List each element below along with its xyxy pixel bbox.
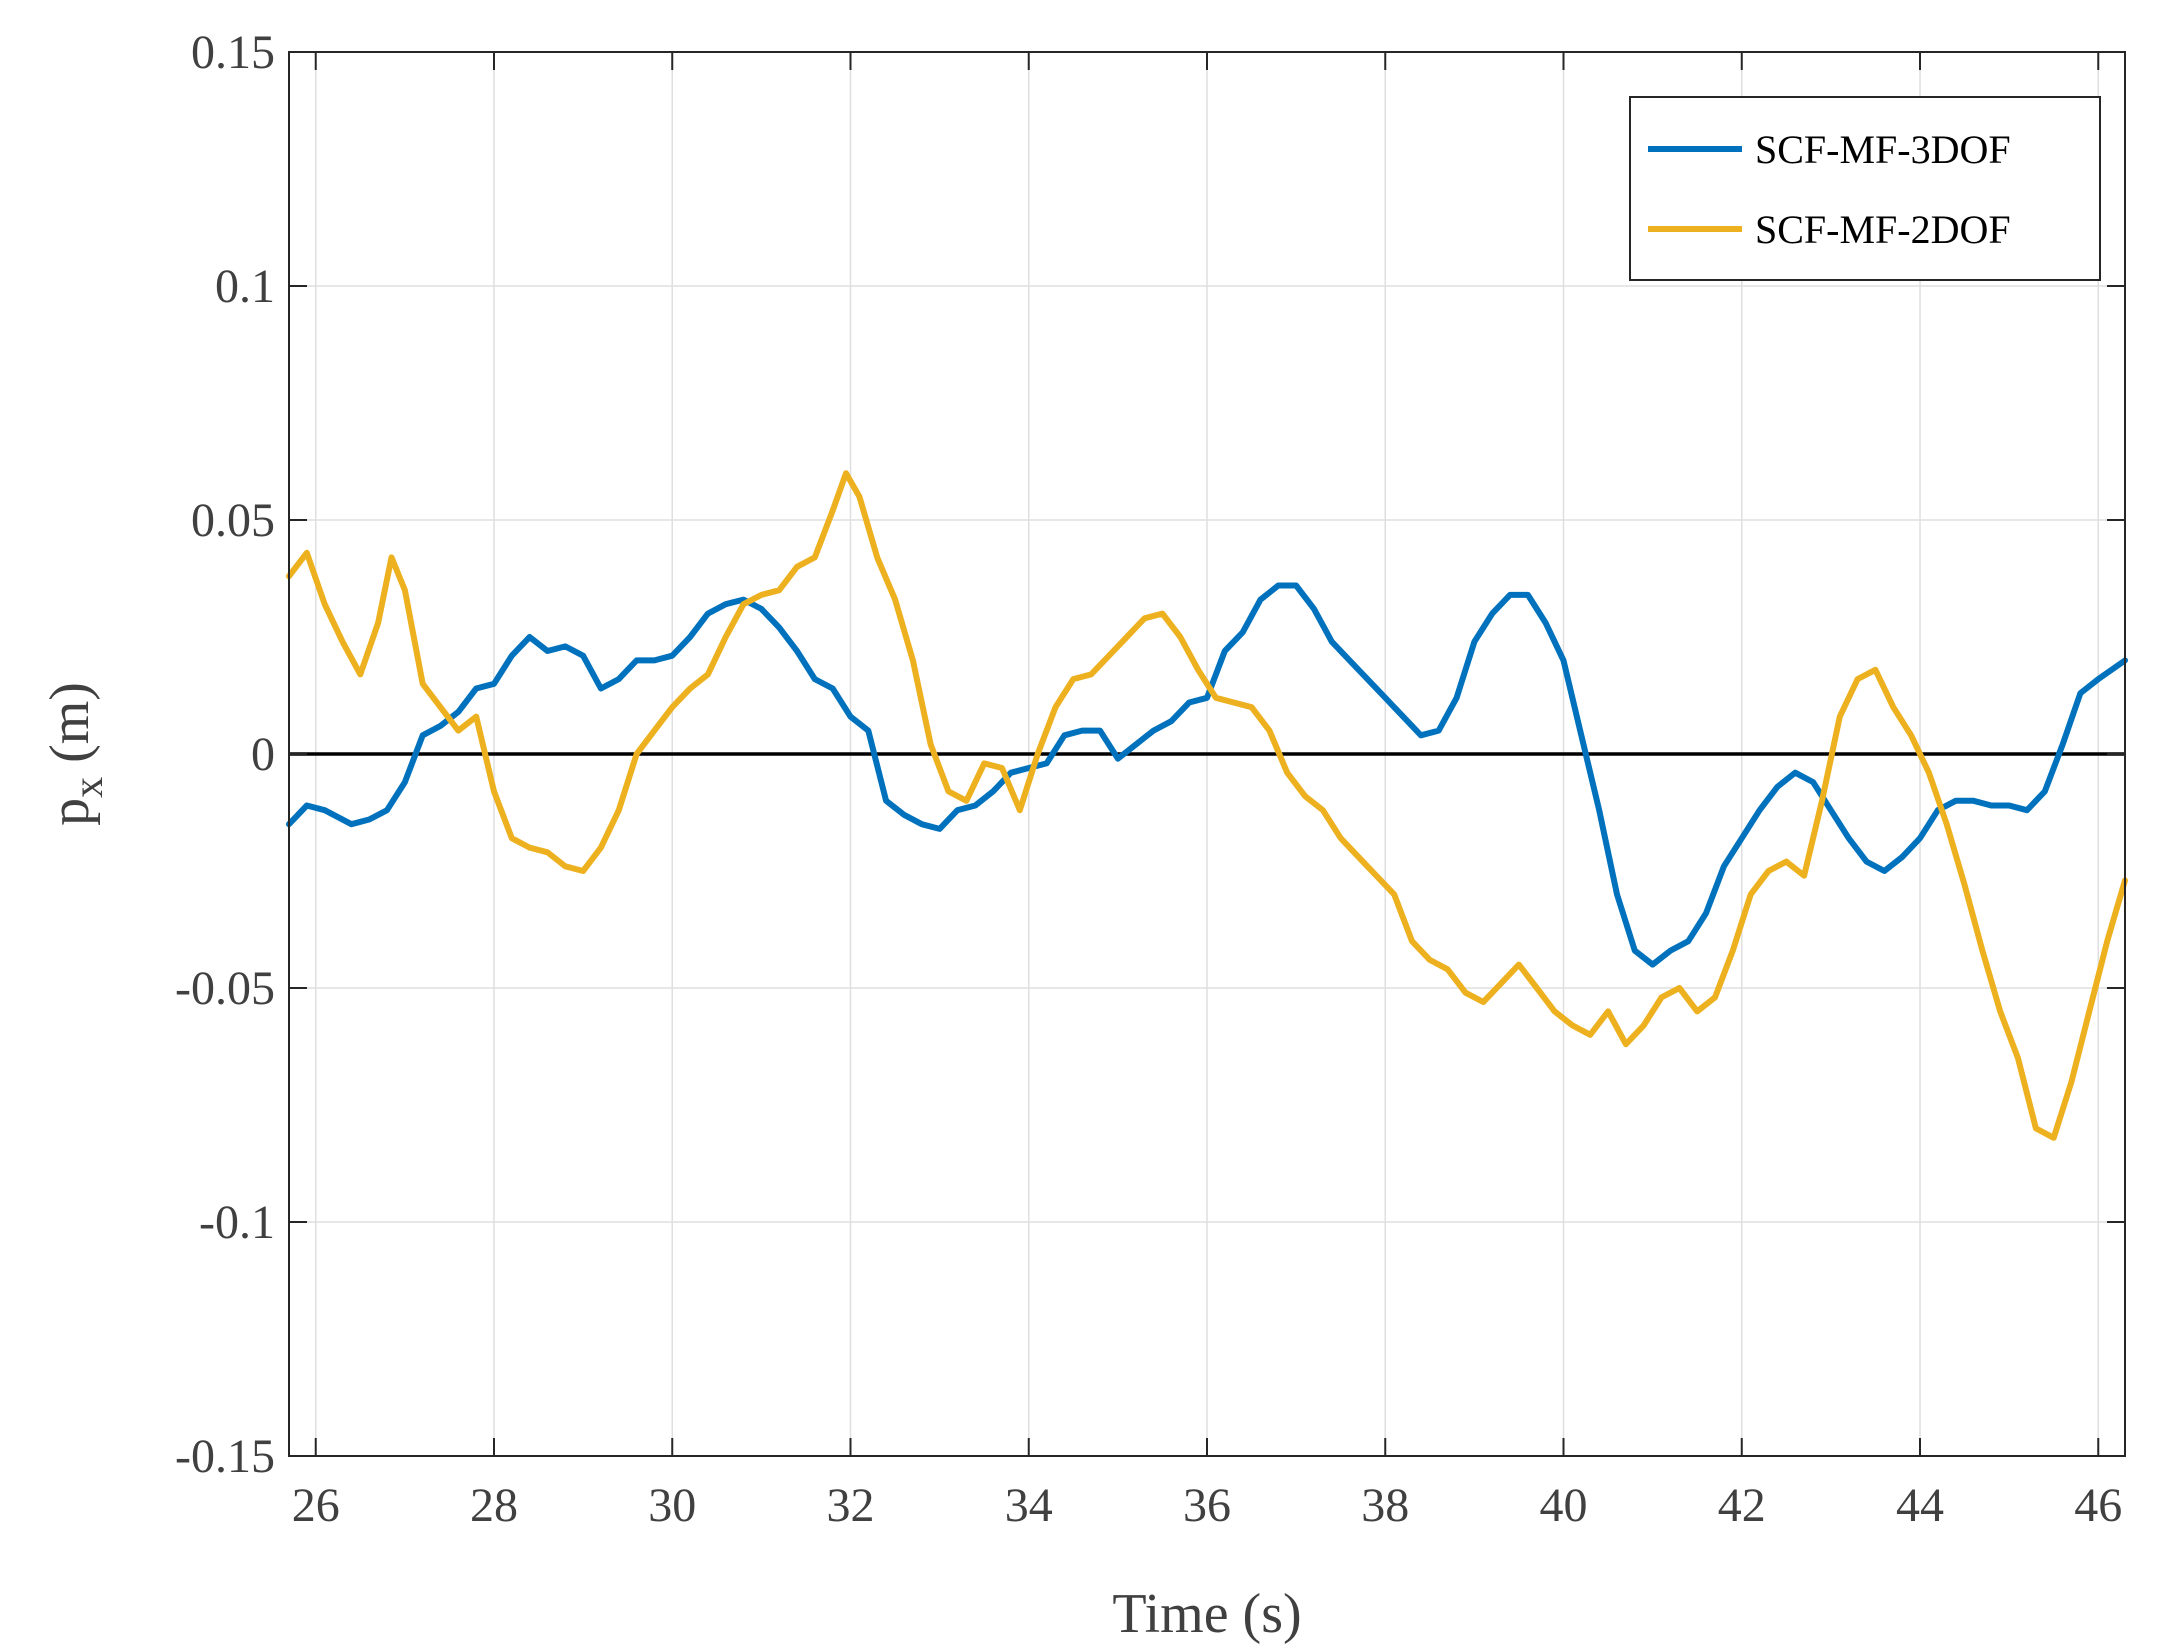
series-line-2 xyxy=(286,470,2128,1141)
axis-ticks xyxy=(289,51,2125,1457)
x-tick-label: 26 xyxy=(292,1479,340,1532)
x-tick-label: 30 xyxy=(648,1479,696,1532)
x-tick-label: 32 xyxy=(826,1479,874,1532)
series-layer xyxy=(286,470,2128,1141)
y-tick-label: 0.15 xyxy=(191,26,275,79)
x-tick-label: 40 xyxy=(1540,1479,1588,1532)
y-tick-label: 0.1 xyxy=(215,260,275,313)
x-tick-label: 34 xyxy=(1005,1479,1053,1532)
legend-label-series-2: SCF-MF-2DOF xyxy=(1755,207,2011,252)
x-tick-label: 28 xyxy=(470,1479,518,1532)
legend: SCF-MF-3DOF SCF-MF-2DOF xyxy=(1629,96,2101,281)
x-tick-label: 38 xyxy=(1361,1479,1409,1532)
y-axis-title-unit: (m) xyxy=(39,682,101,763)
y-axis-title-subscript: x xyxy=(66,777,112,798)
y-tick-label: 0 xyxy=(251,728,275,781)
x-tick-label: 46 xyxy=(2074,1479,2122,1532)
legend-label-series-1: SCF-MF-3DOF xyxy=(1755,127,2011,172)
series-line-1 xyxy=(286,582,2128,968)
x-tick-label: 44 xyxy=(1896,1479,1944,1532)
y-tick-label: -0.05 xyxy=(175,962,275,1015)
x-tick-label: 42 xyxy=(1718,1479,1766,1532)
y-tick-label: -0.1 xyxy=(199,1196,275,1249)
legend-box xyxy=(1629,96,2101,281)
svg-text:px(m): px (m) xyxy=(39,682,112,826)
x-tick-label: 36 xyxy=(1183,1479,1231,1532)
y-axis-title-symbol: p xyxy=(39,798,101,826)
x-axis-title: Time (s) xyxy=(1112,1583,1301,1645)
y-tick-label: -0.15 xyxy=(175,1430,275,1483)
y-tick-label: 0.05 xyxy=(191,494,275,547)
y-axis-title: px (m) xyxy=(39,682,112,826)
y-tick-labels: -0.15 -0.1 -0.05 0 0.05 0.1 0.15 xyxy=(175,26,275,1483)
x-tick-labels: 26 28 30 32 34 36 38 40 42 44 46 xyxy=(292,1479,2123,1532)
